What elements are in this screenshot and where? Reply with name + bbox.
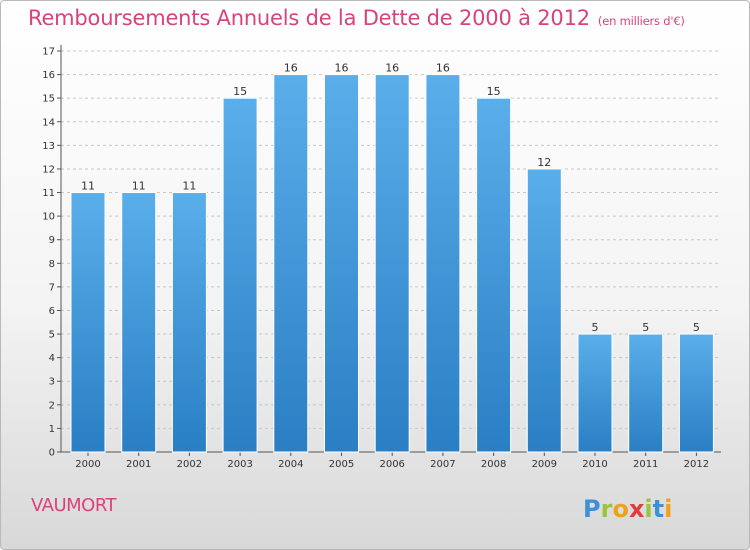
value-label: 16 [385,62,399,75]
value-label: 12 [537,156,551,169]
bar [425,74,461,453]
bar [678,333,714,453]
y-tick-label: 16 [42,70,55,81]
chart-unit: (en milliers d'€) [597,14,685,28]
y-tick-label: 0 [49,448,55,459]
value-label: 16 [436,62,450,75]
x-tick-label: 2011 [633,459,658,470]
y-tick-label: 8 [49,259,55,270]
y-tick-label: 5 [49,330,55,341]
x-tick-label: 2004 [278,459,303,470]
bar [577,333,613,453]
chart-title-text: Remboursements Annuels de la Dette de 20… [28,6,590,30]
x-tick-label: 2009 [532,459,557,470]
y-tick-label: 4 [49,353,55,364]
value-label: 5 [592,321,599,334]
value-label: 11 [81,180,95,193]
y-tick-label: 2 [49,400,55,411]
value-label: 5 [642,321,649,334]
y-tick-label: 6 [49,306,55,317]
bar [476,97,512,453]
commune-name: VAUMORT [31,495,117,516]
proxiti-logo: Proxiti [583,495,672,523]
bar [171,192,207,453]
bar [324,74,359,453]
y-tick-label: 17 [42,47,55,58]
y-tick-label: 13 [42,141,55,152]
chart-title: Remboursements Annuels de la Dette de 20… [28,6,685,30]
bar-layer [70,74,714,453]
svg-text:Proxiti: Proxiti [583,495,672,523]
x-tick-label: 2003 [227,459,252,470]
bar [222,97,258,453]
x-tick-label: 2012 [684,459,709,470]
y-tick-label: 9 [49,235,55,246]
bar [70,192,106,453]
value-label: 16 [335,62,349,75]
value-label: 16 [284,62,298,75]
label-layer: 11 11 11 15 16 16 16 16 15 12 5 5 5 [81,62,700,334]
x-tick-label: 2001 [126,459,151,470]
y-tick-label: 15 [42,94,55,105]
value-label: 11 [132,180,146,193]
x-tick-label: 2000 [75,459,100,470]
x-tick-label: 2010 [582,459,607,470]
y-tick-label: 7 [49,282,55,293]
value-label: 15 [487,85,501,98]
value-label: 15 [233,85,247,98]
x-tick-label: 2006 [379,459,404,470]
bar [628,333,664,453]
y-tick-label: 3 [49,377,55,388]
y-tick-label: 12 [42,164,55,175]
bar [374,74,410,453]
y-tick-label: 1 [49,424,55,435]
x-tick-label: 2002 [177,459,202,470]
bar [121,192,157,453]
x-tick-label: 2007 [430,459,455,470]
value-label: 5 [693,321,700,334]
value-label: 11 [182,180,196,193]
x-tick-label: 2008 [481,459,506,470]
y-tick-label: 11 [42,188,55,199]
x-tick-label: 2005 [329,459,354,470]
bar [273,74,309,453]
y-tick-label: 10 [42,212,55,223]
y-tick-label: 14 [42,117,55,128]
bar [526,168,562,453]
